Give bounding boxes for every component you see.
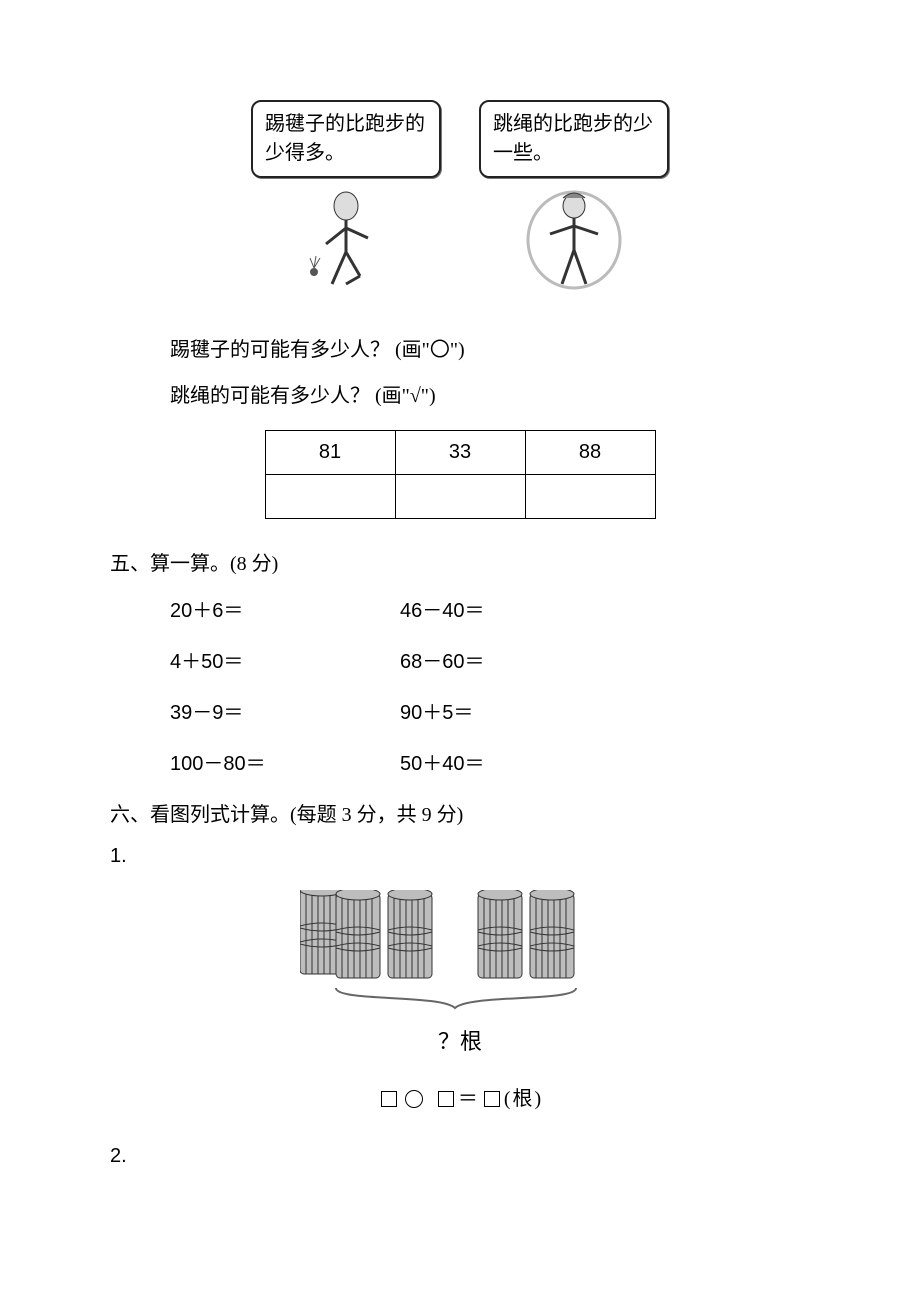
question-1-mark: (画"〇"): [395, 339, 465, 361]
question-2-mark: (画"√"): [375, 385, 436, 407]
calc-row-1: 20＋6＝ 46－40＝: [170, 594, 810, 623]
calc-row-4: 100－80＝ 50＋40＝: [170, 747, 810, 776]
sticks-figure: [110, 890, 810, 1020]
item-1-number: 1.: [110, 845, 810, 868]
speech-left-bubble: 踢毽子的比跑步的少得多。: [251, 100, 441, 178]
calc-row-2: 4＋50＝ 68－60＝: [170, 645, 810, 674]
speech-right-block: 跳绳的比跑步的少一些。: [474, 100, 674, 294]
calc-2a: 4＋50＝: [170, 645, 400, 674]
question-2-text: 跳绳的可能有多少人？: [170, 385, 370, 407]
speech-right-bubble: 跳绳的比跑步的少一些。: [479, 100, 669, 178]
calc-1a: 20＋6＝: [170, 594, 400, 623]
calc-3b: 90＋5＝: [400, 696, 630, 725]
character-jianzi-figure: [286, 184, 406, 294]
table-c3[interactable]: [525, 475, 655, 519]
table-c2[interactable]: [395, 475, 525, 519]
eq-operator-circle-icon[interactable]: [405, 1090, 423, 1108]
table-h2: 33: [395, 431, 525, 475]
sticks-question-label: ？根: [110, 1024, 810, 1056]
question-1-text: 踢毽子的可能有多少人？: [170, 339, 390, 361]
answer-table: 81 33 88: [265, 430, 656, 519]
equation-line: ＝(根): [110, 1082, 810, 1111]
question-1: 踢毽子的可能有多少人？ (画"〇"): [170, 334, 810, 366]
calc-1b: 46－40＝: [400, 594, 630, 623]
section-5-heading: 五、算一算。(8 分): [110, 547, 810, 576]
table-c1[interactable]: [265, 475, 395, 519]
eq-box-1-icon[interactable]: [381, 1091, 397, 1107]
eq-box-2-icon[interactable]: [438, 1091, 454, 1107]
table-h1: 81: [265, 431, 395, 475]
question-2: 跳绳的可能有多少人？ (画"√"): [170, 380, 810, 412]
calc-row-3: 39－9＝ 90＋5＝: [170, 696, 810, 725]
table-h3: 88: [525, 431, 655, 475]
calc-4b: 50＋40＝: [400, 747, 630, 776]
eq-unit: (根): [504, 1088, 543, 1110]
section-6-heading: 六、看图列式计算。(每题 3 分，共 9 分): [110, 798, 810, 827]
item-2-number: 2.: [110, 1145, 810, 1168]
eq-box-3-icon[interactable]: [484, 1091, 500, 1107]
calc-3a: 39－9＝: [170, 696, 400, 725]
character-skiprope-figure: [514, 184, 634, 294]
speech-row: 踢毽子的比跑步的少得多。 跳绳的比跑步的少一些。: [110, 100, 810, 294]
calc-4a: 100－80＝: [170, 747, 400, 776]
speech-left-block: 踢毽子的比跑步的少得多。: [246, 100, 446, 294]
calc-2b: 68－60＝: [400, 645, 630, 674]
